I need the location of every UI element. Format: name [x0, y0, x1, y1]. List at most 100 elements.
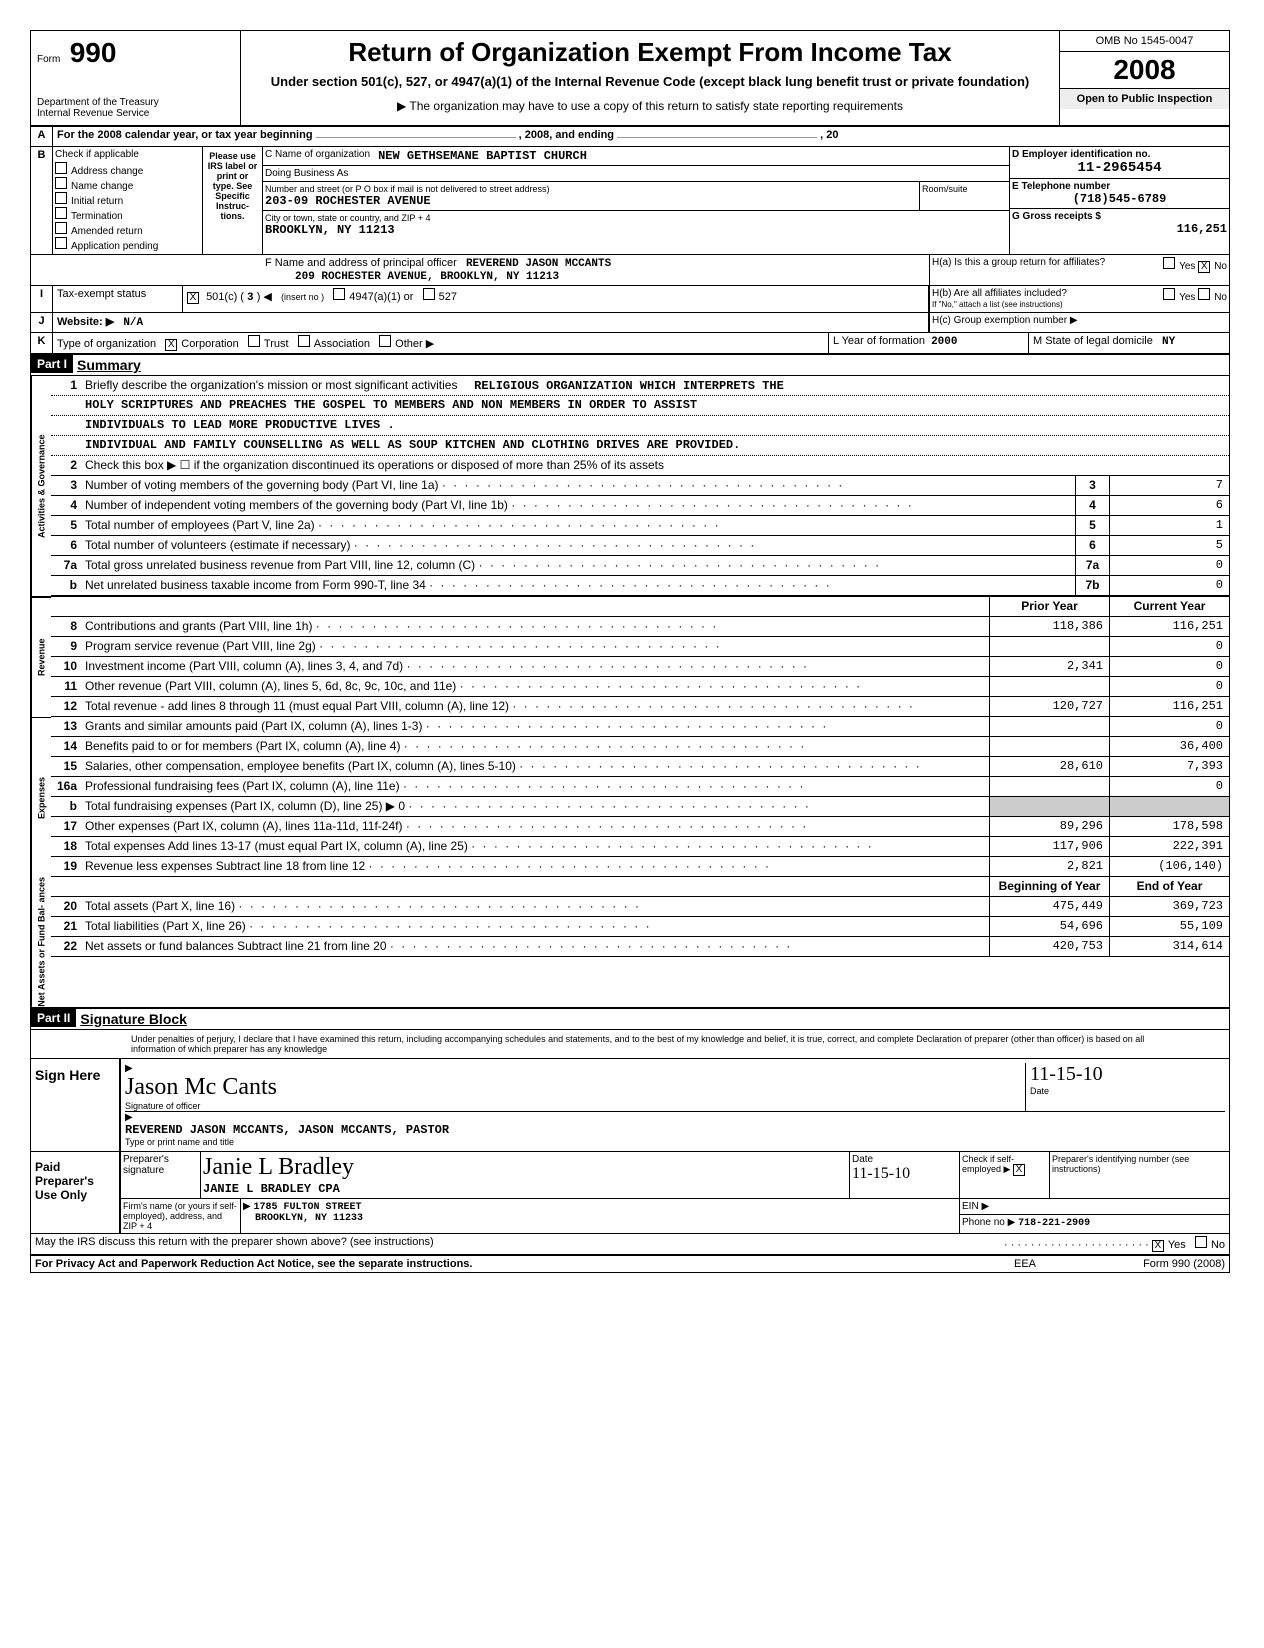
line-18: 18Total expenses Add lines 13-17 (must e…	[51, 837, 1229, 857]
section-f: F Name and address of principal officer …	[263, 255, 929, 285]
preparer-pin: Preparer's identifying number (see instr…	[1049, 1152, 1229, 1198]
line-15: 15Salaries, other compensation, employee…	[51, 757, 1229, 777]
org-name: NEW GETHSEMANE BAPTIST CHURCH	[378, 149, 587, 163]
mission-line4: INDIVIDUAL AND FAMILY COUNSELLING AS WEL…	[81, 436, 1229, 455]
marker-j: J	[31, 313, 53, 332]
chk-address-change[interactable]: Address change	[55, 162, 200, 177]
preparer-signature: Janie L Bradley	[203, 1154, 354, 1180]
city-label: City or town, state or country, and ZIP …	[265, 213, 1007, 223]
signature-label: Signature of officer	[125, 1101, 1025, 1111]
chk-amended-return[interactable]: Amended return	[55, 222, 200, 237]
paid-preparer-row: Paid Preparer's Use Only Preparer's sign…	[31, 1152, 1229, 1234]
chk-termination[interactable]: Termination	[55, 207, 200, 222]
preparer-date: 11-15-10	[852, 1165, 910, 1182]
expenses-block: Expenses 13Grants and similar amounts pa…	[31, 717, 1229, 877]
firm-phone: Phone no ▶ 718-221-2909	[960, 1215, 1229, 1231]
form-subtitle: Under section 501(c), 527, or 4947(a)(1)…	[247, 74, 1053, 89]
g-label: G Gross receipts $	[1012, 211, 1227, 222]
line-b: bTotal fundraising expenses (Part IX, co…	[51, 797, 1229, 817]
line-7a: 7aTotal gross unrelated business revenue…	[51, 556, 1229, 576]
line-21: 21Total liabilities (Part X, line 26) 54…	[51, 917, 1229, 937]
line-j: J Website: ▶ N/A H(c) Group exemption nu…	[31, 313, 1229, 333]
mission-line2: HOLY SCRIPTURES AND PREACHES THE GOSPEL …	[81, 396, 1229, 415]
room-suite: Room/suite	[919, 182, 1009, 210]
line-12: 12Total revenue - add lines 8 through 11…	[51, 697, 1229, 717]
block-fh: F Name and address of principal officer …	[31, 255, 1229, 286]
omb-number: OMB No 1545-0047	[1060, 31, 1229, 52]
line-13: 13Grants and similar amounts paid (Part …	[51, 717, 1229, 737]
line2-text: Check this box ▶ ☐ if the organization d…	[81, 456, 1229, 475]
chk-name-change[interactable]: Name change	[55, 177, 200, 192]
officer-signature: Jason Mc Cants	[125, 1074, 1025, 1101]
section-h-c: H(c) Group exemption number ▶	[929, 313, 1229, 332]
form-word: Form	[37, 54, 60, 65]
ein-label: EIN ▶	[960, 1199, 1229, 1215]
line-a-begin: For the 2008 calendar year, or tax year …	[57, 129, 313, 141]
city-value: BROOKLYN, NY 11213	[265, 223, 1007, 237]
firm-label: Firm's name (or yours if self-employed),…	[121, 1199, 241, 1233]
date-label: Date	[1030, 1086, 1225, 1096]
line-16a: 16aProfessional fundraising fees (Part I…	[51, 777, 1229, 797]
section-h-a: H(a) Is this a group return for affiliat…	[929, 255, 1229, 285]
dept-line1: Department of the Treasury	[37, 97, 234, 108]
paid-preparer-label: Paid Preparer's Use Only	[31, 1152, 121, 1233]
footer-eea: EEA	[975, 1258, 1075, 1270]
dba-label: Doing Business As	[263, 166, 1009, 182]
line-9: 9Program service revenue (Part VIII, lin…	[51, 637, 1229, 657]
col-end-year: End of Year	[1109, 877, 1229, 896]
check-if-applicable: Check if applicable	[55, 149, 200, 162]
line-k: K Type of organization XCorporation Trus…	[31, 333, 1229, 355]
hb-text: H(b) Are all affiliates included?	[932, 288, 1067, 299]
marker-b: B	[31, 147, 53, 254]
year-formation: L Year of formation 2000	[829, 333, 1029, 353]
line-i: I Tax-exempt status X 501(c) ( 3 ) ◀ (in…	[31, 286, 1229, 313]
col-prior-year: Prior Year	[989, 597, 1109, 616]
website-value: N/A	[123, 317, 143, 329]
line-19: 19Revenue less expenses Subtract line 18…	[51, 857, 1229, 877]
chk-application-pending[interactable]: Application pending	[55, 237, 200, 252]
ha-text: H(a) Is this a group return for affiliat…	[932, 257, 1105, 268]
line-4: 4Number of independent voting members of…	[51, 496, 1229, 516]
part2-title: Signature Block	[76, 1009, 1229, 1029]
header-row: Form 990 Department of the Treasury Inte…	[31, 31, 1229, 127]
f-label: F Name and address of principal officer	[265, 257, 457, 269]
preparer-name: JANIE L BRADLEY CPA	[203, 1182, 340, 1196]
prior-current-block: Revenue Prior Year Current Year 8Contrib…	[31, 597, 1229, 717]
section-c: C Name of organization NEW GETHSEMANE BA…	[263, 147, 1009, 254]
line2-num: 2	[51, 456, 81, 475]
part1-header-row: Part I Summary	[31, 355, 1229, 376]
form-number-box: Form 990 Department of the Treasury Inte…	[31, 31, 241, 125]
phone-value: (718)545-6789	[1012, 192, 1227, 206]
part1-governance-block: Activities & Governance 1 Briefly descri…	[31, 376, 1229, 597]
footer-form: Form 990 (2008)	[1075, 1258, 1225, 1270]
marker-k: K	[31, 333, 53, 353]
irs-discuss-text: May the IRS discuss this return with the…	[35, 1236, 434, 1248]
line-14: 14Benefits paid to or for members (Part …	[51, 737, 1229, 757]
section-deg: D Employer identification no. 11-2965454…	[1009, 147, 1229, 254]
tax-exempt-values: X 501(c) ( 3 ) ◀ (insert no ) 4947(a)(1)…	[183, 286, 929, 312]
section-b-checks: Check if applicable Address change Name …	[53, 147, 203, 254]
print-name-label: Type or print name and title	[125, 1137, 1225, 1147]
firm-addr1: 1785 FULTON STREET	[253, 1202, 361, 1213]
tax-exempt-label: Tax-exempt status	[53, 286, 183, 312]
sign-here-label: Sign Here	[31, 1059, 121, 1151]
line-3: 3Number of voting members of the governi…	[51, 476, 1229, 496]
open-to-public: Open to Public Inspection	[1060, 89, 1229, 109]
form-number: 990	[70, 37, 117, 68]
vlabel-netassets: Net Assets or Fund Bal- ances	[31, 877, 51, 1007]
line-a-mid: , 2008, and ending	[519, 129, 614, 141]
net-assets-block: Net Assets or Fund Bal- ances Beginning …	[31, 877, 1229, 1009]
marker-i: I	[31, 286, 53, 312]
please-use-label: Please use IRS label or print or type. S…	[203, 147, 263, 254]
part1-title: Summary	[73, 355, 1229, 375]
gross-receipts: 116,251	[1012, 222, 1227, 236]
mission-line3: INDIVIDUALS TO LEAD MORE PRODUCTIVE LIVE…	[81, 416, 1229, 435]
vlabel-governance: Activities & Governance	[31, 376, 51, 596]
chk-initial-return[interactable]: Initial return	[55, 192, 200, 207]
tax-year: 2008	[1060, 52, 1229, 89]
title-box: Return of Organization Exempt From Incom…	[241, 31, 1059, 125]
line-a: A For the 2008 calendar year, or tax yea…	[31, 127, 1229, 147]
block-bcdeg: B Check if applicable Address change Nam…	[31, 147, 1229, 255]
form-title: Return of Organization Exempt From Incom…	[247, 37, 1053, 68]
line-17: 17Other expenses (Part IX, column (A), l…	[51, 817, 1229, 837]
